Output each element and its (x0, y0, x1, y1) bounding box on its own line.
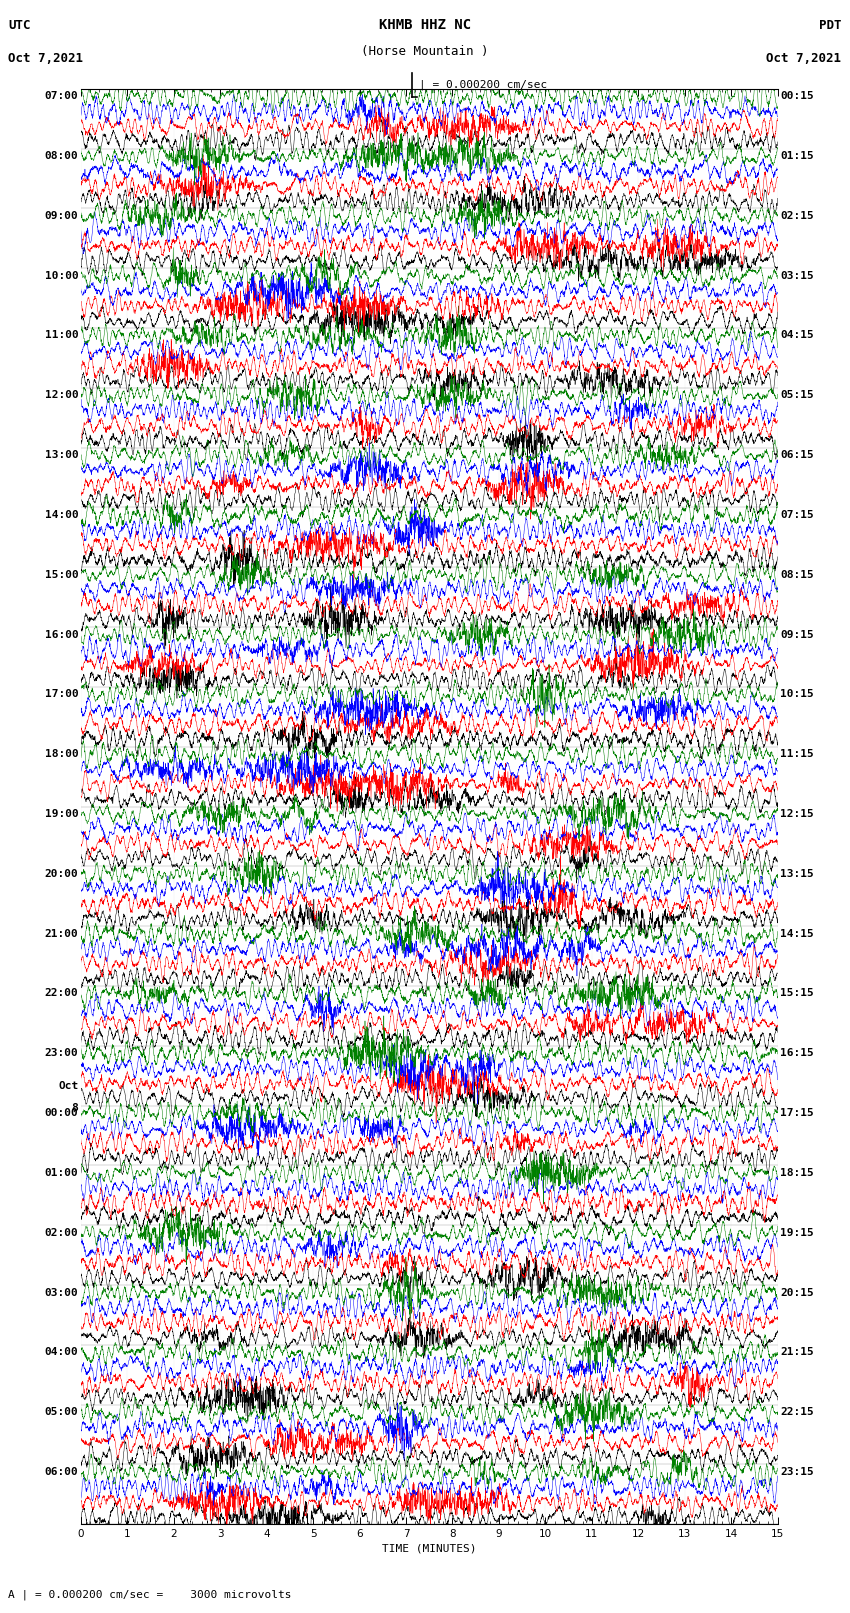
Text: 13:00: 13:00 (44, 450, 78, 460)
Text: 10:00: 10:00 (44, 271, 78, 281)
Text: PDT: PDT (819, 19, 842, 32)
Text: 06:15: 06:15 (780, 450, 813, 460)
Text: 03:15: 03:15 (780, 271, 813, 281)
Text: 18:15: 18:15 (780, 1168, 813, 1177)
Text: 23:15: 23:15 (780, 1466, 813, 1478)
Text: | = 0.000200 cm/sec: | = 0.000200 cm/sec (419, 79, 547, 90)
Text: 18:00: 18:00 (44, 748, 78, 760)
Text: 8: 8 (71, 1103, 78, 1113)
Text: 12:00: 12:00 (44, 390, 78, 400)
Text: 15:00: 15:00 (44, 569, 78, 579)
Text: A | = 0.000200 cm/sec =    3000 microvolts: A | = 0.000200 cm/sec = 3000 microvolts (8, 1589, 292, 1600)
Text: 16:15: 16:15 (780, 1048, 813, 1058)
Text: 11:15: 11:15 (780, 748, 813, 760)
X-axis label: TIME (MINUTES): TIME (MINUTES) (382, 1544, 477, 1553)
Text: 20:00: 20:00 (44, 869, 78, 879)
Text: 02:15: 02:15 (780, 211, 813, 221)
Text: 00:00: 00:00 (44, 1108, 78, 1118)
Text: 04:00: 04:00 (44, 1347, 78, 1357)
Text: 19:15: 19:15 (780, 1227, 813, 1237)
Text: Oct 7,2021: Oct 7,2021 (8, 52, 83, 65)
Text: 08:00: 08:00 (44, 152, 78, 161)
Text: 17:15: 17:15 (780, 1108, 813, 1118)
Text: 17:00: 17:00 (44, 689, 78, 700)
Text: 09:00: 09:00 (44, 211, 78, 221)
Text: 13:15: 13:15 (780, 869, 813, 879)
Text: 07:00: 07:00 (44, 92, 78, 102)
Text: 05:00: 05:00 (44, 1407, 78, 1418)
Text: 22:15: 22:15 (780, 1407, 813, 1418)
Text: 16:00: 16:00 (44, 629, 78, 639)
Text: 14:00: 14:00 (44, 510, 78, 519)
Text: 01:15: 01:15 (780, 152, 813, 161)
Text: (Horse Mountain ): (Horse Mountain ) (361, 45, 489, 58)
Text: 06:00: 06:00 (44, 1466, 78, 1478)
Text: 09:15: 09:15 (780, 629, 813, 639)
Text: 15:15: 15:15 (780, 989, 813, 998)
Text: UTC: UTC (8, 19, 31, 32)
Text: 21:00: 21:00 (44, 929, 78, 939)
Text: 12:15: 12:15 (780, 810, 813, 819)
Text: Oct: Oct (58, 1081, 78, 1090)
Text: 03:00: 03:00 (44, 1287, 78, 1297)
Text: KHMB HHZ NC: KHMB HHZ NC (379, 18, 471, 32)
Text: Oct 7,2021: Oct 7,2021 (767, 52, 842, 65)
Text: 08:15: 08:15 (780, 569, 813, 579)
Text: 04:15: 04:15 (780, 331, 813, 340)
Text: 02:00: 02:00 (44, 1227, 78, 1237)
Text: 07:15: 07:15 (780, 510, 813, 519)
Text: 00:15: 00:15 (780, 92, 813, 102)
Text: 05:15: 05:15 (780, 390, 813, 400)
Text: 21:15: 21:15 (780, 1347, 813, 1357)
Text: 11:00: 11:00 (44, 331, 78, 340)
Text: 19:00: 19:00 (44, 810, 78, 819)
Text: 01:00: 01:00 (44, 1168, 78, 1177)
Text: 22:00: 22:00 (44, 989, 78, 998)
Text: 14:15: 14:15 (780, 929, 813, 939)
Text: 10:15: 10:15 (780, 689, 813, 700)
Text: 23:00: 23:00 (44, 1048, 78, 1058)
Text: 20:15: 20:15 (780, 1287, 813, 1297)
